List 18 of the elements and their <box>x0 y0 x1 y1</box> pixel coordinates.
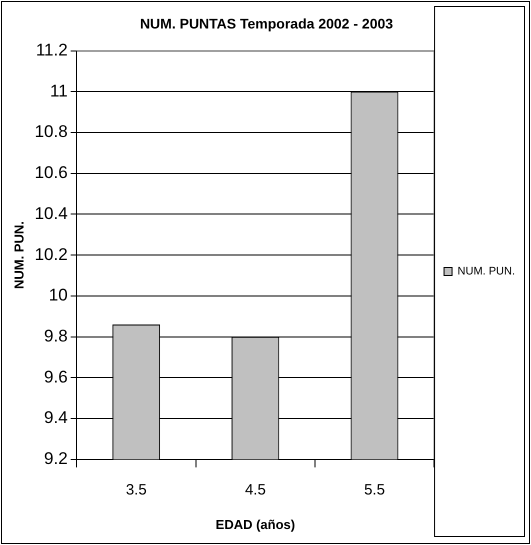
y-tick-label: 10.4 <box>34 204 68 223</box>
y-tick-label: 9.6 <box>44 367 68 386</box>
y-tick-label: 9.8 <box>44 326 68 346</box>
y-tick-label: 9.4 <box>44 408 68 428</box>
y-tick-label: 10.8 <box>34 122 68 142</box>
y-tick-label: 10.6 <box>34 163 68 182</box>
chart-title: NUM. PUNTAS Temporada 2002 - 2003 <box>140 15 394 32</box>
x-tick-label: 5.5 <box>364 482 385 499</box>
x-axis-title: EDAD (años) <box>216 516 296 532</box>
y-tick-label: 10 <box>48 286 68 305</box>
y-tick-label: 10.2 <box>34 244 68 264</box>
x-tick-label: 3.5 <box>126 482 147 499</box>
y-axis-title: NUM. PUN. <box>11 221 26 290</box>
y-tick-label: 11 <box>50 81 68 100</box>
y-tick-label: 11.2 <box>36 40 68 60</box>
x-tick-label: 4.5 <box>244 482 266 499</box>
legend-label: NUM. PUN. <box>458 266 516 278</box>
y-tick-label: 9.2 <box>44 449 68 468</box>
